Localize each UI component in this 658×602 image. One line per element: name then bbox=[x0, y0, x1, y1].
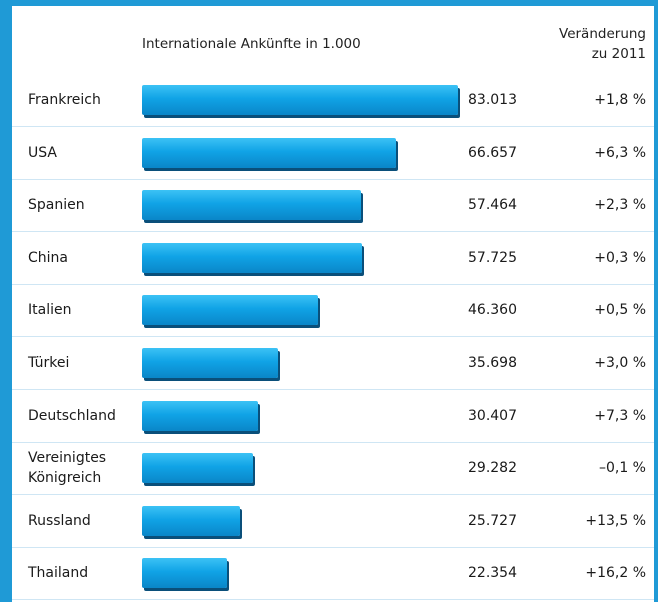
row: Thailand 22.354 +16,2 % bbox=[12, 547, 654, 601]
value-label: 83.013 bbox=[468, 92, 517, 108]
value-label: 35.698 bbox=[468, 355, 517, 371]
change-label: +1,8 % bbox=[594, 92, 646, 108]
row: Deutschland 30.407 +7,3 % bbox=[12, 390, 654, 443]
change-label: +2,3 % bbox=[594, 197, 646, 214]
change-header-line: zu 2011 bbox=[591, 46, 646, 62]
row: Russland 25.727 +13,5 % bbox=[12, 495, 654, 548]
row: Frankreich 83.013 +1,8 % bbox=[12, 74, 654, 127]
change-header-line: Veränderung bbox=[559, 26, 646, 42]
category-label: China bbox=[28, 249, 68, 266]
bar bbox=[142, 85, 458, 115]
bar bbox=[142, 242, 362, 273]
category-label: Russland bbox=[28, 512, 91, 529]
row: USA 66.657 +6,3 % bbox=[12, 127, 654, 180]
value-label: 57.464 bbox=[468, 197, 517, 214]
bar bbox=[142, 505, 240, 536]
value-label: 66.657 bbox=[468, 144, 517, 161]
row: Vereinigtes Königreich 29.282 –0,1 % bbox=[12, 442, 654, 496]
category-label: USA bbox=[28, 144, 57, 161]
value-label: 46.360 bbox=[468, 302, 517, 319]
category-label: Italien bbox=[28, 302, 72, 319]
change-label: +3,0 % bbox=[594, 355, 646, 371]
row: Spanien 57.464 +2,3 % bbox=[12, 179, 654, 233]
bar bbox=[142, 558, 228, 589]
bar bbox=[142, 348, 278, 378]
panel: Internationale Ankünfte in 1.000 Verände… bbox=[12, 6, 654, 602]
category-label: Thailand bbox=[28, 565, 89, 582]
change-header: Veränderung zu 2011 bbox=[559, 24, 646, 64]
change-label: +6,3 % bbox=[594, 144, 646, 161]
change-label: +7,3 % bbox=[594, 407, 646, 424]
value-label: 22.354 bbox=[468, 565, 517, 582]
bar bbox=[142, 137, 396, 168]
category-label: Vereinigtes Königreich bbox=[28, 450, 107, 487]
bar bbox=[142, 190, 361, 221]
change-label: +13,5 % bbox=[585, 512, 646, 529]
category-label: Deutschland bbox=[28, 407, 116, 424]
category-label: Spanien bbox=[28, 197, 85, 214]
value-label: 29.282 bbox=[468, 460, 517, 477]
change-label: +16,2 % bbox=[585, 565, 646, 582]
bar bbox=[142, 400, 258, 431]
chart-title: Internationale Ankünfte in 1.000 bbox=[142, 36, 361, 52]
value-label: 25.727 bbox=[468, 512, 517, 529]
change-label: –0,1 % bbox=[598, 460, 646, 477]
category-label: Türkei bbox=[28, 355, 70, 371]
row: China 57.725 +0,3 % bbox=[12, 232, 654, 285]
bar bbox=[142, 295, 319, 326]
value-label: 57.725 bbox=[468, 249, 517, 266]
category-label: Frankreich bbox=[28, 92, 101, 108]
bar bbox=[142, 453, 254, 484]
change-label: +0,3 % bbox=[594, 249, 646, 266]
change-label: +0,5 % bbox=[594, 302, 646, 319]
row: Italien 46.360 +0,5 % bbox=[12, 284, 654, 338]
row: Türkei 35.698 +3,0 % bbox=[12, 337, 654, 390]
value-label: 30.407 bbox=[468, 407, 517, 424]
